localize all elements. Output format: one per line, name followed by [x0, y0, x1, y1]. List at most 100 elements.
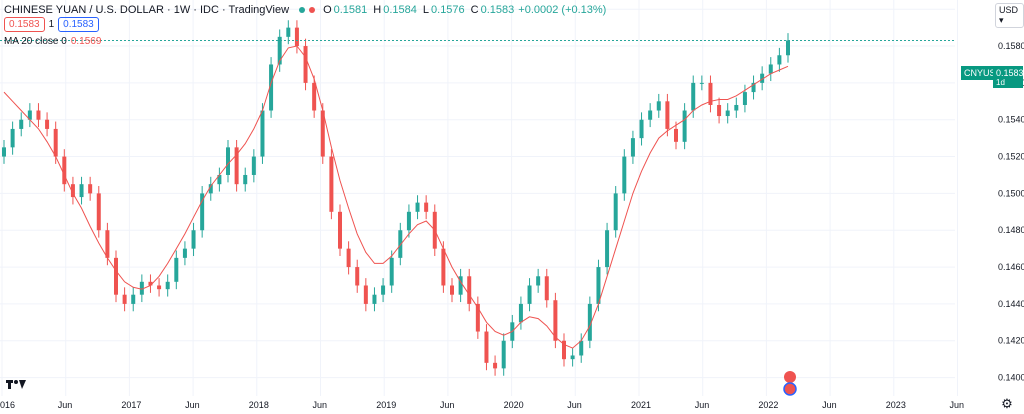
candle-body — [122, 294, 127, 304]
candle-body — [191, 230, 196, 249]
candle-body — [734, 104, 739, 111]
candle-body — [286, 27, 291, 37]
candle-body — [424, 202, 429, 212]
candle-body — [148, 281, 153, 286]
candle-body — [10, 128, 15, 148]
candle-body — [157, 285, 162, 290]
candle-body — [441, 248, 446, 286]
candle-body — [501, 340, 506, 369]
market-status[interactable] — [297, 7, 317, 13]
candle-body — [630, 138, 635, 157]
candle-body — [613, 193, 618, 231]
symbol-title: CHINESE YUAN / U.S. DOLLAR · 1W · IDC · … — [4, 4, 290, 16]
candle-body — [544, 276, 549, 301]
candle-body — [768, 64, 773, 74]
candle-body — [165, 281, 170, 290]
candle-body — [251, 156, 256, 175]
candle-body — [19, 119, 24, 129]
status-dot-icon — [309, 7, 316, 13]
candle-body — [656, 101, 661, 111]
candle-body — [579, 340, 584, 356]
candle-body — [338, 211, 342, 249]
candle-body — [484, 331, 489, 363]
candle-body — [725, 110, 730, 117]
price-axis: 0.1400 0.1420 0.1440 0.1460 0.1480 0.1500 0.15… — [998, 4, 1024, 382]
candle-body — [596, 267, 601, 304]
indicator-legend[interactable]: MA 20 close 0 0.1569 — [4, 36, 101, 47]
event-marker-flag[interactable] — [783, 382, 797, 396]
candle-body — [760, 73, 765, 83]
buy-button[interactable]: 0.1583 — [58, 17, 99, 32]
price-tick-label: 0.1420 — [998, 336, 1024, 346]
candle-body — [562, 340, 566, 360]
price-tick-label: 0.1440 — [998, 299, 1024, 309]
candle-body — [294, 27, 299, 47]
time-tick-label: Jun — [950, 400, 965, 410]
close-label: C — [470, 4, 479, 16]
candle-body — [639, 119, 644, 139]
candle-body — [381, 285, 386, 295]
candlestick-series — [2, 20, 790, 376]
candle-body — [2, 147, 6, 157]
candle-body — [786, 40, 790, 56]
candle-body — [88, 184, 93, 194]
price-tick-label: 0.1460 — [998, 262, 1024, 272]
tradingview-logo-icon[interactable] — [6, 378, 26, 393]
time-tick-label: Jun — [822, 400, 837, 410]
price-tick-label: 0.1400 — [998, 373, 1024, 383]
sell-button[interactable]: 0.1583 — [4, 17, 45, 32]
change-value: +0.0002 (+0.13%) — [518, 4, 607, 16]
candle-body — [174, 257, 179, 282]
candle-body — [699, 82, 704, 84]
candle-body — [648, 110, 653, 120]
open-value: 0.1581 — [333, 4, 368, 16]
high-label: H — [373, 4, 382, 16]
candle-body — [467, 276, 472, 304]
candle-body — [234, 147, 239, 185]
indicator-value: 0.1569 — [70, 36, 102, 47]
ma-20-line — [3, 45, 789, 349]
gear-icon[interactable]: ⚙ — [1001, 396, 1013, 411]
time-tick-label: 2019 — [376, 400, 396, 410]
candle-body — [208, 184, 213, 194]
candle-body — [691, 82, 696, 111]
currency-label: USD — [999, 5, 1019, 15]
candle-body — [570, 355, 575, 360]
candle-body — [131, 294, 136, 304]
candle-body — [260, 110, 265, 157]
event-marker-red[interactable] — [784, 371, 796, 383]
chart-grid — [0, 0, 958, 396]
candle-body — [518, 303, 523, 323]
chevron-down-icon: ▾ — [999, 15, 1004, 25]
time-tick-label: 2023 — [886, 400, 906, 410]
candle-body — [329, 156, 334, 212]
price-tick-label: 0.1480 — [998, 225, 1024, 235]
candle-body — [182, 248, 187, 258]
candle-body — [53, 128, 58, 157]
candle-body — [742, 92, 747, 105]
time-tick-label: 016 — [0, 400, 15, 410]
candle-body — [105, 230, 110, 258]
low-value: 0.1576 — [431, 4, 465, 16]
status-dot-icon — [299, 7, 306, 13]
spread-value: 1 — [48, 19, 55, 30]
candle-body — [62, 156, 67, 185]
candle-body — [355, 267, 360, 286]
trade-buttons: 0.1583 1 0.1583 — [4, 17, 103, 32]
close-value: 0.1583 — [480, 4, 515, 16]
candle-body — [96, 193, 101, 231]
candle-body — [708, 82, 713, 105]
time-tick-label: Jun — [440, 400, 455, 410]
currency-selector[interactable]: USD ▾ — [995, 3, 1024, 28]
candle-body — [114, 257, 118, 295]
indicator-label: MA 20 close 0 — [4, 36, 67, 47]
candle-body — [27, 110, 32, 120]
candle-body — [139, 281, 144, 295]
candle-body — [226, 147, 230, 175]
candle-body — [217, 174, 222, 185]
time-tick-label: 2017 — [121, 400, 141, 410]
candle-body — [674, 128, 678, 142]
time-tick-label: Jun — [185, 400, 200, 410]
candle-body — [36, 110, 41, 120]
